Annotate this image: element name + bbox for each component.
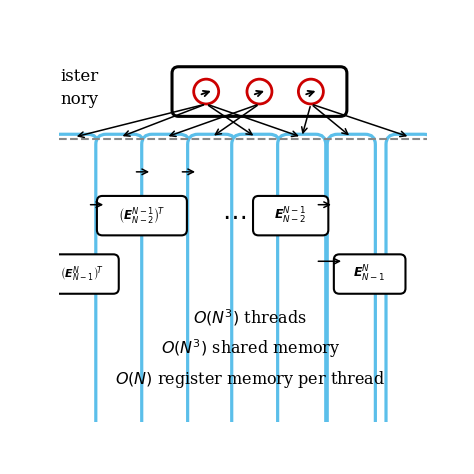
FancyBboxPatch shape bbox=[172, 67, 347, 117]
FancyBboxPatch shape bbox=[50, 134, 98, 439]
FancyBboxPatch shape bbox=[386, 134, 434, 439]
FancyBboxPatch shape bbox=[188, 134, 236, 439]
Text: nory: nory bbox=[60, 91, 98, 109]
FancyBboxPatch shape bbox=[142, 134, 190, 439]
Text: $O(N^3)$ shared memory: $O(N^3)$ shared memory bbox=[161, 337, 340, 360]
FancyBboxPatch shape bbox=[38, 255, 119, 294]
FancyBboxPatch shape bbox=[334, 255, 405, 294]
Text: $\left(\boldsymbol{E}_{N-1}^{N}\right)^{\!T}$: $\left(\boldsymbol{E}_{N-1}^{N}\right)^{… bbox=[60, 264, 104, 284]
FancyBboxPatch shape bbox=[232, 134, 280, 439]
Text: ister: ister bbox=[60, 68, 98, 85]
FancyBboxPatch shape bbox=[96, 134, 144, 439]
Text: $O(N)$ register memory per thread: $O(N)$ register memory per thread bbox=[115, 369, 385, 391]
Text: $O(N^3)$ threads: $O(N^3)$ threads bbox=[193, 308, 307, 328]
Text: $\boldsymbol{E}_{N-1}^{N}$: $\boldsymbol{E}_{N-1}^{N}$ bbox=[353, 264, 386, 284]
Text: $\boldsymbol{E}_{N-2}^{N-1}$: $\boldsymbol{E}_{N-2}^{N-1}$ bbox=[274, 206, 307, 226]
FancyBboxPatch shape bbox=[253, 196, 328, 236]
FancyBboxPatch shape bbox=[97, 196, 187, 236]
Text: $\cdots$: $\cdots$ bbox=[222, 204, 246, 228]
Text: $\left(\boldsymbol{E}_{N-2}^{N-1}\right)^{\!T}$: $\left(\boldsymbol{E}_{N-2}^{N-1}\right)… bbox=[118, 206, 165, 226]
FancyBboxPatch shape bbox=[278, 134, 326, 439]
FancyBboxPatch shape bbox=[327, 134, 375, 439]
